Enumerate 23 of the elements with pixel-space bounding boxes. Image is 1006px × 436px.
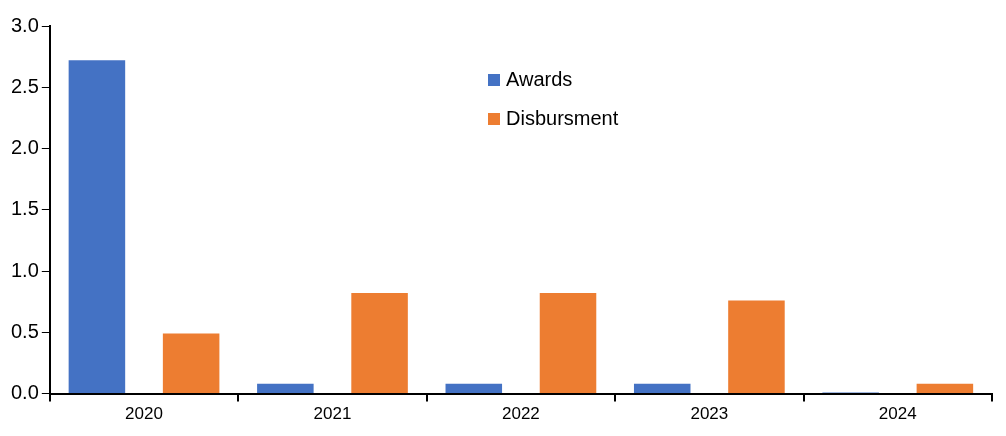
x-tick-label: 2020 <box>125 404 163 424</box>
legend-label: Disbursment <box>506 107 619 130</box>
x-tick-label: 2022 <box>501 404 540 424</box>
y-tick-label: 3.0 <box>10 13 39 36</box>
y-tick-label: 0.0 <box>10 381 39 404</box>
legend-label: Awards <box>506 68 573 91</box>
bar <box>916 383 974 394</box>
y-tick-label: 0.5 <box>10 319 39 342</box>
bar <box>257 383 314 394</box>
bar <box>728 300 785 394</box>
bar <box>445 383 503 394</box>
y-tick-label: 1.0 <box>10 258 39 281</box>
y-tick-label: 2.5 <box>10 74 39 97</box>
bar <box>68 60 126 394</box>
x-tick-label: 2023 <box>690 404 729 424</box>
bar <box>162 333 220 394</box>
y-tick-label: 1.5 <box>10 197 39 220</box>
x-tick-label: 2021 <box>313 404 352 424</box>
bar <box>351 293 408 394</box>
bar <box>633 383 691 394</box>
bar <box>539 293 597 394</box>
x-tick-label: 2024 <box>878 404 917 424</box>
y-tick-label: 2.0 <box>10 136 39 159</box>
